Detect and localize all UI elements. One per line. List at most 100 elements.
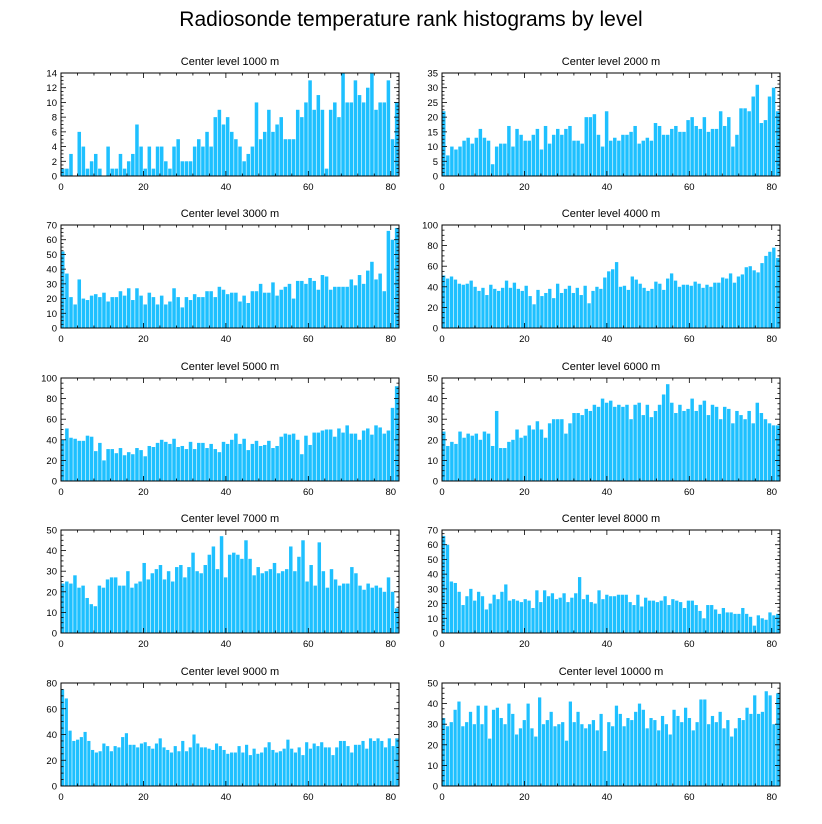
histogram-bar — [295, 439, 300, 481]
panel-title: Center level 1000 m — [181, 56, 279, 68]
histogram-bar — [630, 276, 634, 328]
histogram-bar — [73, 438, 77, 481]
histogram-bar — [484, 705, 488, 786]
histogram-bar — [713, 609, 718, 633]
histogram-bar — [238, 443, 242, 481]
histogram-bar — [678, 602, 683, 633]
y-tick-label: 35 — [427, 69, 438, 80]
histogram-bar — [558, 597, 562, 633]
y-tick-label: 30 — [427, 83, 438, 94]
histogram-bar — [131, 153, 135, 176]
x-tick-label: 60 — [303, 639, 314, 650]
histogram-bar — [233, 752, 237, 786]
histogram-bar — [740, 274, 745, 328]
histogram-bar — [65, 581, 69, 633]
histogram-bar — [370, 434, 374, 481]
histogram-bar — [118, 291, 123, 328]
histogram-bar — [77, 279, 82, 328]
histogram-bar — [138, 581, 142, 633]
histogram-bar — [697, 283, 701, 328]
y-tick-label: 30 — [427, 720, 438, 731]
histogram-bar — [579, 295, 583, 328]
histogram-bar — [572, 140, 576, 176]
histogram-bar — [710, 715, 715, 786]
histogram-bar — [705, 284, 709, 328]
histogram-bar — [325, 587, 330, 633]
histogram-bar — [527, 425, 531, 481]
histogram-bar — [612, 596, 617, 633]
histogram-bar — [474, 433, 479, 481]
histogram-bar — [300, 280, 304, 328]
histogram-bar — [733, 728, 738, 786]
histogram-bar — [680, 722, 684, 786]
histogram-bar — [378, 587, 383, 633]
histogram-bar — [442, 535, 446, 633]
histogram-bar — [370, 261, 374, 328]
histogram-bar — [361, 430, 366, 481]
y-tick-label: 60 — [427, 540, 438, 551]
histogram-bar — [647, 600, 652, 633]
histogram-bar — [91, 749, 95, 786]
histogram-bar — [539, 149, 544, 176]
histogram-bar — [743, 108, 747, 176]
histogram-bar — [625, 404, 629, 481]
histogram-bar — [690, 117, 694, 176]
histogram-bar — [572, 722, 576, 786]
histogram-bar — [248, 755, 252, 786]
histogram-bar — [271, 282, 275, 328]
histogram-bar — [568, 125, 572, 176]
histogram-bar — [490, 445, 495, 481]
y-tick-label: 40 — [46, 265, 57, 276]
histogram-bar — [342, 740, 346, 786]
panel-title: Center level 9000 m — [181, 666, 279, 678]
histogram-bar — [301, 755, 305, 786]
histogram-bar — [151, 297, 156, 328]
histogram-bar — [256, 567, 260, 633]
histogram-bar — [653, 720, 657, 786]
histogram-bar — [636, 594, 640, 633]
histogram-bar — [192, 146, 197, 176]
y-tick-label: 60 — [46, 235, 57, 246]
histogram-bar — [93, 606, 98, 633]
histogram-bar — [625, 134, 629, 176]
histogram-bar — [176, 447, 180, 481]
histogram-bar — [555, 283, 560, 328]
histogram-bar — [287, 434, 292, 481]
histogram-bar — [592, 114, 597, 176]
histogram-bar — [588, 117, 593, 176]
histogram-bar — [760, 711, 765, 786]
histogram-bar — [651, 600, 656, 633]
histogram-bar — [567, 285, 572, 328]
histogram-panel-4: Center level 4000 m 0 20 40 60 80 100 0 20 40 60 80 — [422, 208, 781, 345]
x-tick-label: 40 — [602, 334, 613, 345]
histogram-bar — [718, 711, 722, 786]
histogram-bar — [685, 284, 689, 328]
histogram-bar — [366, 428, 370, 481]
histogram-bar — [718, 111, 723, 176]
histogram-bar — [250, 443, 255, 481]
histogram-bar — [454, 149, 458, 176]
histogram-bar — [583, 285, 587, 328]
y-tick-label: 10 — [46, 309, 57, 320]
histogram-bar — [333, 436, 337, 481]
histogram-bar — [580, 415, 584, 481]
histogram-bar — [535, 590, 539, 633]
histogram-bar — [164, 304, 168, 328]
histogram-bar — [94, 752, 98, 786]
x-tick-label: 0 — [439, 334, 444, 345]
histogram-bar — [768, 612, 772, 633]
histogram-bar — [470, 143, 474, 176]
histogram-bar — [225, 294, 230, 328]
histogram-bar — [543, 125, 548, 176]
histogram-bar — [663, 596, 667, 633]
histogram-bar — [446, 445, 450, 481]
histogram-bar — [168, 168, 172, 176]
histogram-bar — [203, 747, 207, 787]
histogram-bar — [98, 297, 102, 328]
histogram-bar — [658, 283, 662, 328]
histogram-bar — [556, 419, 560, 481]
histogram-bar — [504, 280, 509, 328]
histogram-bar — [597, 590, 601, 633]
histogram-bar — [279, 289, 283, 328]
histogram-bar — [76, 739, 80, 786]
